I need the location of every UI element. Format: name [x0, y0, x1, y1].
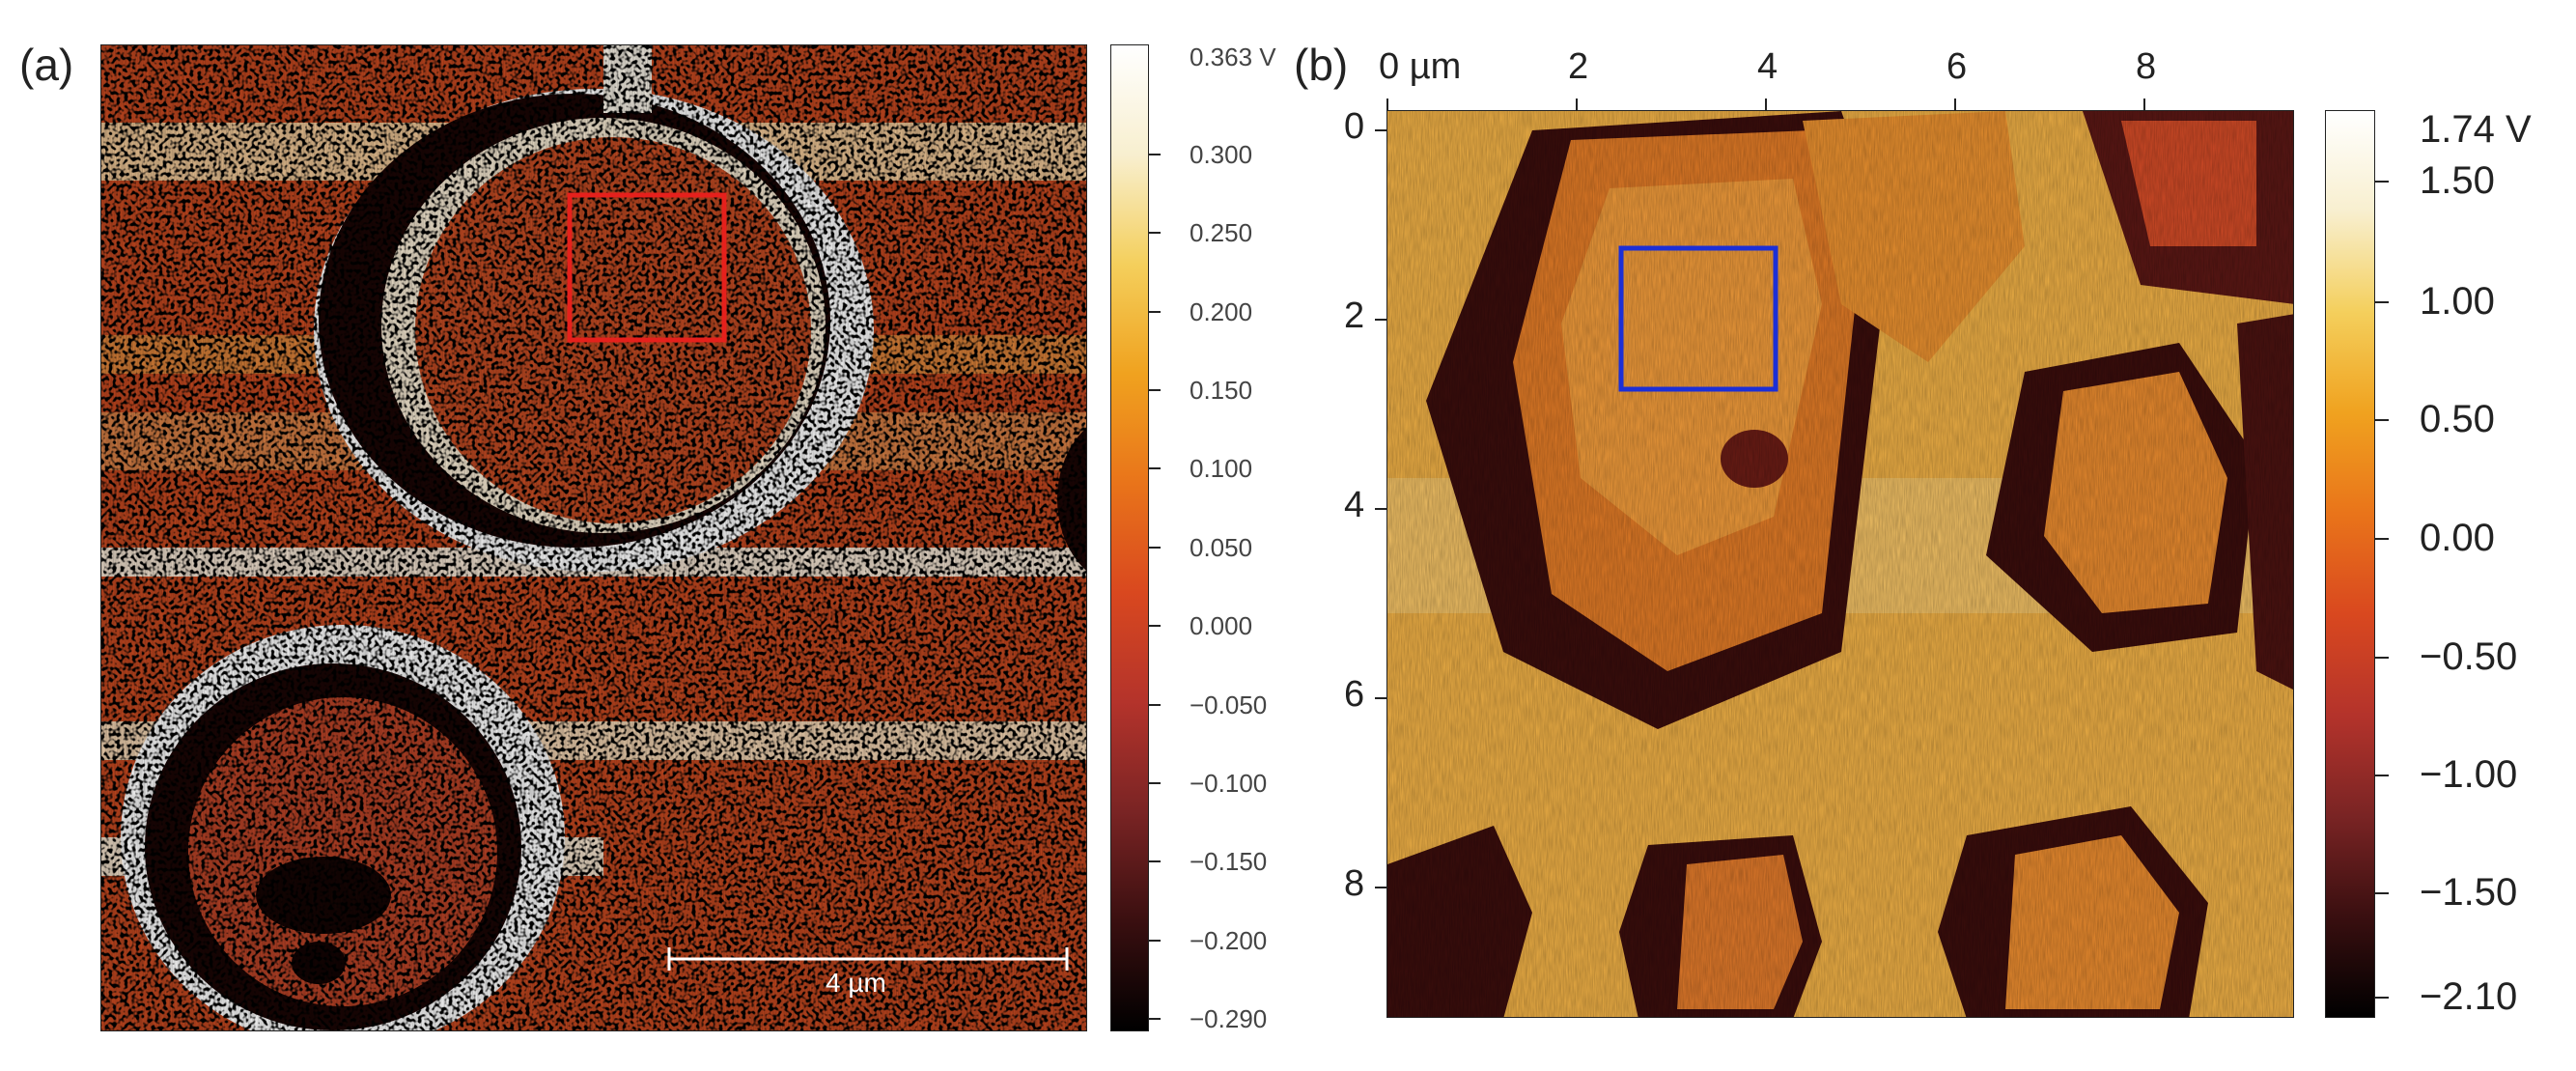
panel-a-colorbar-tick-label: −0.290 [1190, 1004, 1268, 1033]
panel-b-y-tick-mark [1375, 508, 1386, 510]
panel-b-colorbar-tick-label: 0.00 [2420, 517, 2495, 559]
panel-b-colorbar-tick-label: 1.00 [2420, 280, 2495, 323]
panel-b-colorbar-tick-mark [2375, 419, 2389, 421]
panel-a-colorbar-tick-mark [1149, 310, 1161, 313]
panel-a-colorbar-tick-mark [1149, 546, 1161, 549]
panel-a-scale-bar-label: 4 µm [826, 968, 886, 998]
panel-b-x-tick-mark [1386, 99, 1388, 110]
panel-b-colorbar-tick-label: −1.00 [2420, 753, 2518, 796]
panel-b-colorbar-tick-label: −0.50 [2420, 635, 2518, 678]
panel-b-colorbar-tick-label: −2.10 [2420, 975, 2518, 1018]
panel-b-colorbar-tick-label: 0.50 [2420, 398, 2495, 440]
panel-a-colorbar-tick-mark [1149, 1018, 1161, 1020]
panel-b-y-tick-label: 6 [1344, 674, 1365, 715]
panel-b-colorbar-tick-mark [2375, 997, 2389, 999]
panel-a-colorbar-tick-label: 0.150 [1190, 376, 1253, 406]
panel-b-colorbar-tick-mark [2375, 775, 2389, 776]
panel-a-colorbar-tick-label: −0.050 [1190, 690, 1268, 719]
panel-a-colorbar-tick-mark [1149, 232, 1161, 235]
panel-a-colorbar-tick-mark [1149, 625, 1161, 628]
panel-b-colorbar-tick-mark [2375, 181, 2389, 183]
panel-a-colorbar-tick-label: −0.100 [1190, 768, 1268, 798]
panel-a-colorbar-tick-label: 0.200 [1190, 296, 1253, 326]
panel-b-y-tick-mark [1375, 319, 1386, 321]
panel-b-colorbar-tick-label: 1.50 [2420, 159, 2495, 202]
panel-b-colorbar [2325, 110, 2375, 1018]
panel-b-surface-potential-map [1386, 110, 2294, 1018]
panel-b-x-tick-label: 0 µm [1379, 46, 1462, 87]
panel-b-y-tick-label: 4 [1344, 485, 1365, 525]
panel-b-x-tick-label: 6 [1946, 46, 1968, 87]
panel-b-label: (b) [1294, 40, 1349, 90]
panel-a-colorbar-tick-label: 0.250 [1190, 218, 1253, 248]
panel-a-colorbar-tick-mark [1149, 703, 1161, 706]
panel-a-label: (a) [19, 40, 74, 90]
panel-b-colorbar-tick-mark [2375, 892, 2389, 894]
panel-b-y-tick-mark [1375, 887, 1386, 888]
panel-a-colorbar-tick-mark [1149, 389, 1161, 392]
panel-b-y-tick-mark [1375, 697, 1386, 699]
panel-b-x-tick-label: 4 [1757, 46, 1778, 87]
panel-a-colorbar-tick-label: −0.150 [1190, 847, 1268, 877]
panel-a-roi-box [567, 192, 727, 343]
panel-b-y-tick-label: 2 [1344, 296, 1365, 336]
panel-b-colorbar-tick-label: −1.50 [2420, 871, 2518, 914]
panel-a-colorbar-tick-label: −0.200 [1190, 925, 1268, 955]
panel-a-colorbar-tick-mark [1149, 860, 1161, 863]
panel-b-colorbar-tick-mark [2375, 657, 2389, 659]
panel-b-y-tick-mark [1375, 129, 1386, 131]
panel-a-scale-bar [667, 947, 1069, 971]
panel-a-colorbar-tick-label: 0.300 [1190, 140, 1253, 169]
panel-a-colorbar-tick-mark [1149, 154, 1161, 155]
panel-b-colorbar-max-label: 1.74 V [2420, 108, 2532, 151]
panel-b-x-tick-mark [1576, 99, 1578, 110]
panel-b-y-tick-label: 0 [1344, 106, 1365, 147]
panel-b-colorbar-tick-mark [2375, 301, 2389, 303]
panel-b-x-tick-label: 2 [1568, 46, 1589, 87]
panel-a-colorbar-tick-mark [1149, 939, 1161, 942]
panel-a-colorbar-tick-label: 0.100 [1190, 454, 1253, 484]
panel-a-colorbar-tick-mark [1149, 467, 1161, 470]
panel-b-x-tick-label: 8 [2136, 46, 2157, 87]
panel-a-colorbar-tick-label: 0.000 [1190, 611, 1253, 641]
panel-a-colorbar [1110, 44, 1149, 1031]
panel-b-x-tick-mark [1765, 99, 1767, 110]
panel-b-y-tick-label: 8 [1344, 863, 1365, 904]
panel-a-colorbar-tick-label: 0.050 [1190, 532, 1253, 562]
panel-b-roi-box [1618, 245, 1778, 392]
panel-b-x-tick-mark [1954, 99, 1956, 110]
panel-a-colorbar-max-label: 0.363 V [1190, 42, 1276, 71]
panel-a-surface-potential-map: 4 µm [100, 44, 1087, 1031]
panel-b-colorbar-tick-mark [2375, 538, 2389, 540]
panel-a-colorbar-tick-mark [1149, 781, 1161, 784]
panel-b-x-tick-mark [2143, 99, 2145, 110]
